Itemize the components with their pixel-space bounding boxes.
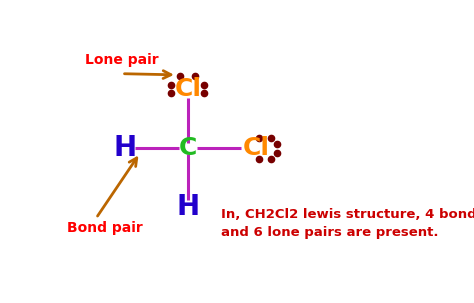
Text: Bond pair: Bond pair xyxy=(66,221,142,235)
Text: C: C xyxy=(179,136,197,160)
Text: Cl: Cl xyxy=(242,136,269,160)
Text: Lone pair: Lone pair xyxy=(85,53,159,67)
Text: H: H xyxy=(114,134,137,162)
Text: Cl: Cl xyxy=(174,77,201,101)
Text: H: H xyxy=(176,193,200,221)
Text: In, CH2Cl2 lewis structure, 4 bond pair
and 6 lone pairs are present.: In, CH2Cl2 lewis structure, 4 bond pair … xyxy=(221,208,474,238)
